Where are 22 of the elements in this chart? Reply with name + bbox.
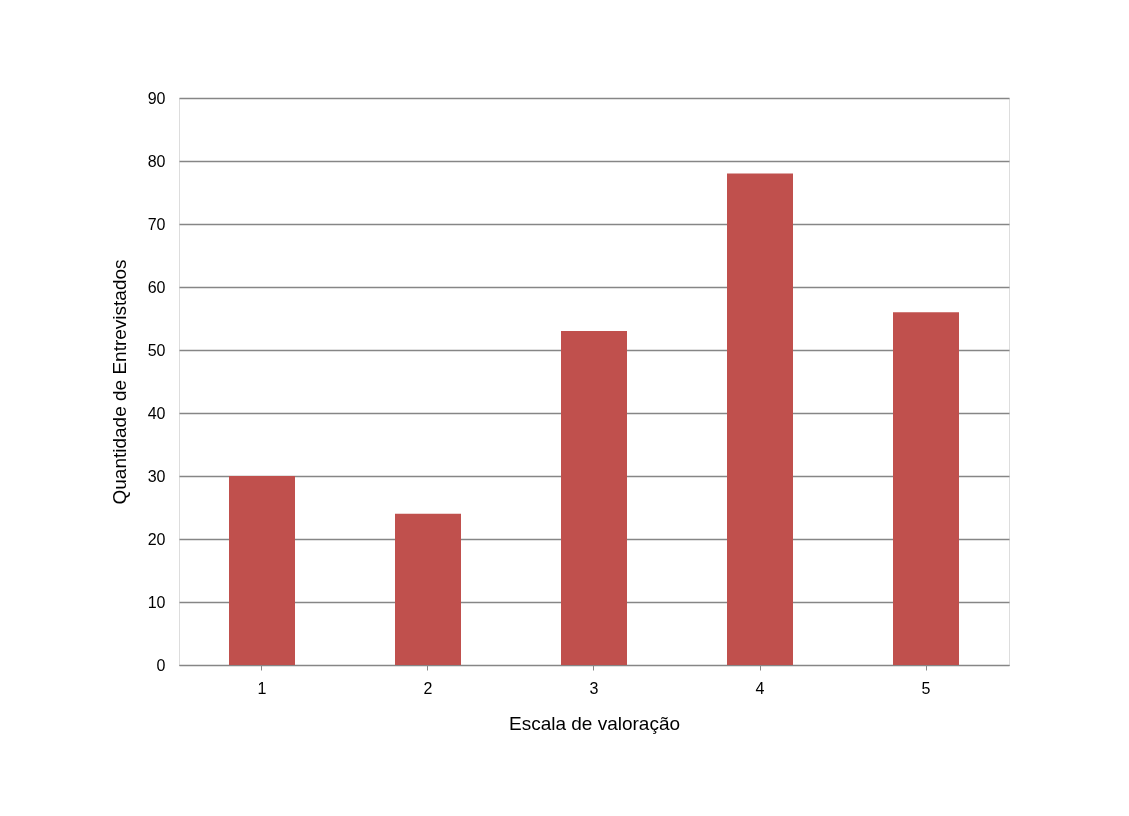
bar (561, 331, 627, 665)
x-tick-label: 3 (589, 679, 599, 697)
bar (229, 476, 295, 665)
y-tick-label: 50 (147, 341, 166, 359)
y-tick-label: 20 (147, 530, 166, 548)
bar (727, 173, 793, 665)
bar (395, 513, 461, 665)
y-tick-label: 60 (147, 278, 166, 296)
y-tick-label: 40 (147, 404, 166, 422)
y-tick-label: 10 (147, 593, 166, 611)
x-axis-title: Escala de valoração (508, 712, 681, 734)
y-tick-label: 80 (147, 152, 166, 170)
x-tick-label: 4 (755, 679, 765, 697)
y-tick-label: 0 (156, 656, 166, 674)
y-axis-title: Quantidade de Entrevistados (108, 259, 130, 505)
x-tick-label: 5 (921, 679, 931, 697)
y-tick-label: 70 (147, 215, 166, 233)
x-tick-label: 1 (257, 679, 267, 697)
x-tick-label: 2 (423, 679, 433, 697)
bar (893, 312, 959, 665)
y-tick-label: 30 (147, 467, 166, 485)
y-tick-label: 90 (147, 89, 166, 107)
